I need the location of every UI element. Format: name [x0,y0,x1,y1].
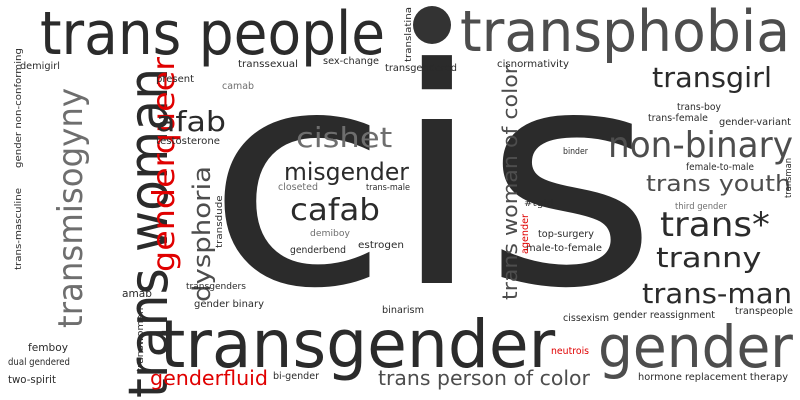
word-4: gender [598,313,793,381]
word-22: femboy [28,341,68,354]
word-17: cafab [290,193,381,228]
word-16: misgender [284,158,409,186]
word-62: bi-gender [273,371,320,382]
word-1: trans people [40,0,386,69]
word-9: transgirl [652,61,772,94]
word-41: closeted [278,182,318,193]
word-56: third gender [675,202,727,212]
word-54: female-to-male [686,162,754,173]
word-15: cishet [296,121,393,154]
word-40: trans-masculine [14,187,24,270]
word-47: top-surgery [538,229,594,240]
word-3: transgender [160,306,556,383]
word-44: genderbend [290,245,346,256]
word-11: trans* [660,205,770,245]
word-26: amab [122,287,153,300]
word-49: agender [520,214,531,254]
word-43: demiboy [310,229,351,239]
word-23: dual gendered [8,357,70,368]
word-45: estrogen [358,240,404,251]
word-28: gender binary [194,299,264,310]
word-33: transsexual [238,59,298,70]
word-25: transwoman [136,307,146,372]
word-29: transdude [215,195,225,248]
word-48: male-to-female [526,243,603,254]
word-6: transmisogyny [51,87,91,328]
word-14: trans youth [646,172,792,197]
word-20: genderfluid [150,366,268,390]
word-0: cis [206,5,658,354]
word-10: trans woman of color [498,65,522,300]
word-30: testosterone [156,136,220,147]
word-39: gender non-conforming [14,48,24,168]
word-60: transpeople [735,306,793,317]
word-38: demigirl [20,61,60,72]
word-46: #tgirl [524,199,554,209]
word-7: genderqueer [147,57,182,273]
word-18: afab [156,105,227,138]
word-36: transgendered [385,63,457,74]
word-34: sex-change [323,56,380,67]
word-63: hormone replacement therapy [638,372,789,383]
word-24: two-spirit [8,373,56,386]
word-2: transphobia [460,0,791,65]
word-52: trans-female [648,113,708,124]
word-59: gender reassignment [613,310,716,321]
word-12: tranny [656,241,762,274]
word-35: translatina [404,7,414,62]
word-51: trans-boy [677,102,721,113]
word-42: trans-male [366,183,410,193]
word-37: cisnormativity [497,59,569,70]
word-58: cissexism [563,313,610,324]
word-53: gender-variant [719,117,792,128]
word-31: present [156,74,195,85]
word-57: binarism [382,305,425,316]
word-8: non-binary [608,125,793,166]
word-55: transman [784,157,794,198]
word-50: binder [563,147,589,157]
word-27: transgenders [186,282,246,292]
word-61: neutrois [551,346,590,357]
word-32: camab [222,81,255,92]
word-21: trans person of color [378,366,590,390]
word-13: trans-man [642,277,793,310]
bullet-dot [413,6,451,44]
